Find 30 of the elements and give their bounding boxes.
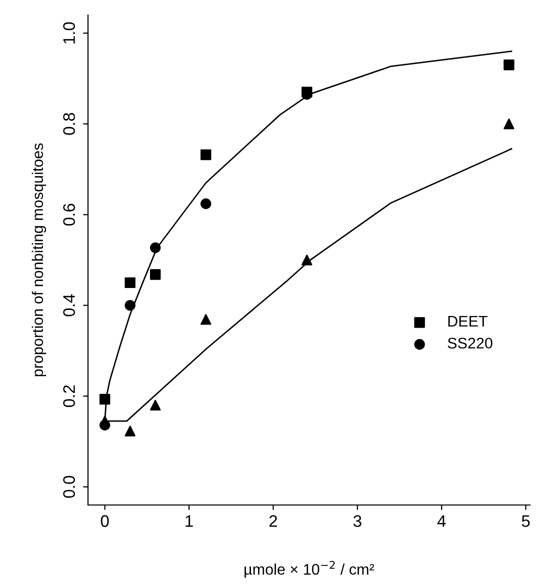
y-tick-label: 0.2 bbox=[63, 385, 75, 408]
y-axis-title: proportion of nonbiting mosquitoes bbox=[32, 143, 46, 376]
x-tick-label: 5 bbox=[522, 515, 530, 527]
y-tick-label: 0.0 bbox=[63, 476, 75, 498]
point bbox=[124, 426, 136, 436]
x-tick-label: 0 bbox=[100, 515, 109, 527]
point bbox=[302, 254, 312, 266]
legend-label: DEET bbox=[448, 316, 488, 327]
x-tick-label: 2 bbox=[269, 515, 278, 527]
x-tick-label: 4 bbox=[437, 515, 446, 527]
point bbox=[124, 277, 136, 288]
point bbox=[200, 314, 212, 325]
point bbox=[150, 400, 161, 411]
x-tick-label: 3 bbox=[353, 515, 362, 527]
y-tick-label: 0.6 bbox=[63, 204, 75, 226]
y-tick-label: 0.4 bbox=[63, 294, 75, 316]
y-tick-label: 1.0 bbox=[63, 22, 75, 44]
point bbox=[150, 269, 161, 280]
legend-label: SS220 bbox=[448, 338, 492, 349]
point bbox=[200, 149, 212, 160]
point bbox=[124, 300, 136, 311]
x-tick-label: 1 bbox=[186, 515, 193, 527]
point bbox=[99, 394, 110, 405]
point bbox=[200, 198, 212, 210]
point bbox=[99, 416, 110, 426]
x-axis-title: µmole × 10$^{−2}$ / cm² bbox=[244, 560, 374, 578]
point bbox=[504, 60, 514, 70]
y-tick-label: 0.8 bbox=[63, 113, 75, 135]
point bbox=[504, 118, 514, 130]
point bbox=[150, 242, 161, 254]
